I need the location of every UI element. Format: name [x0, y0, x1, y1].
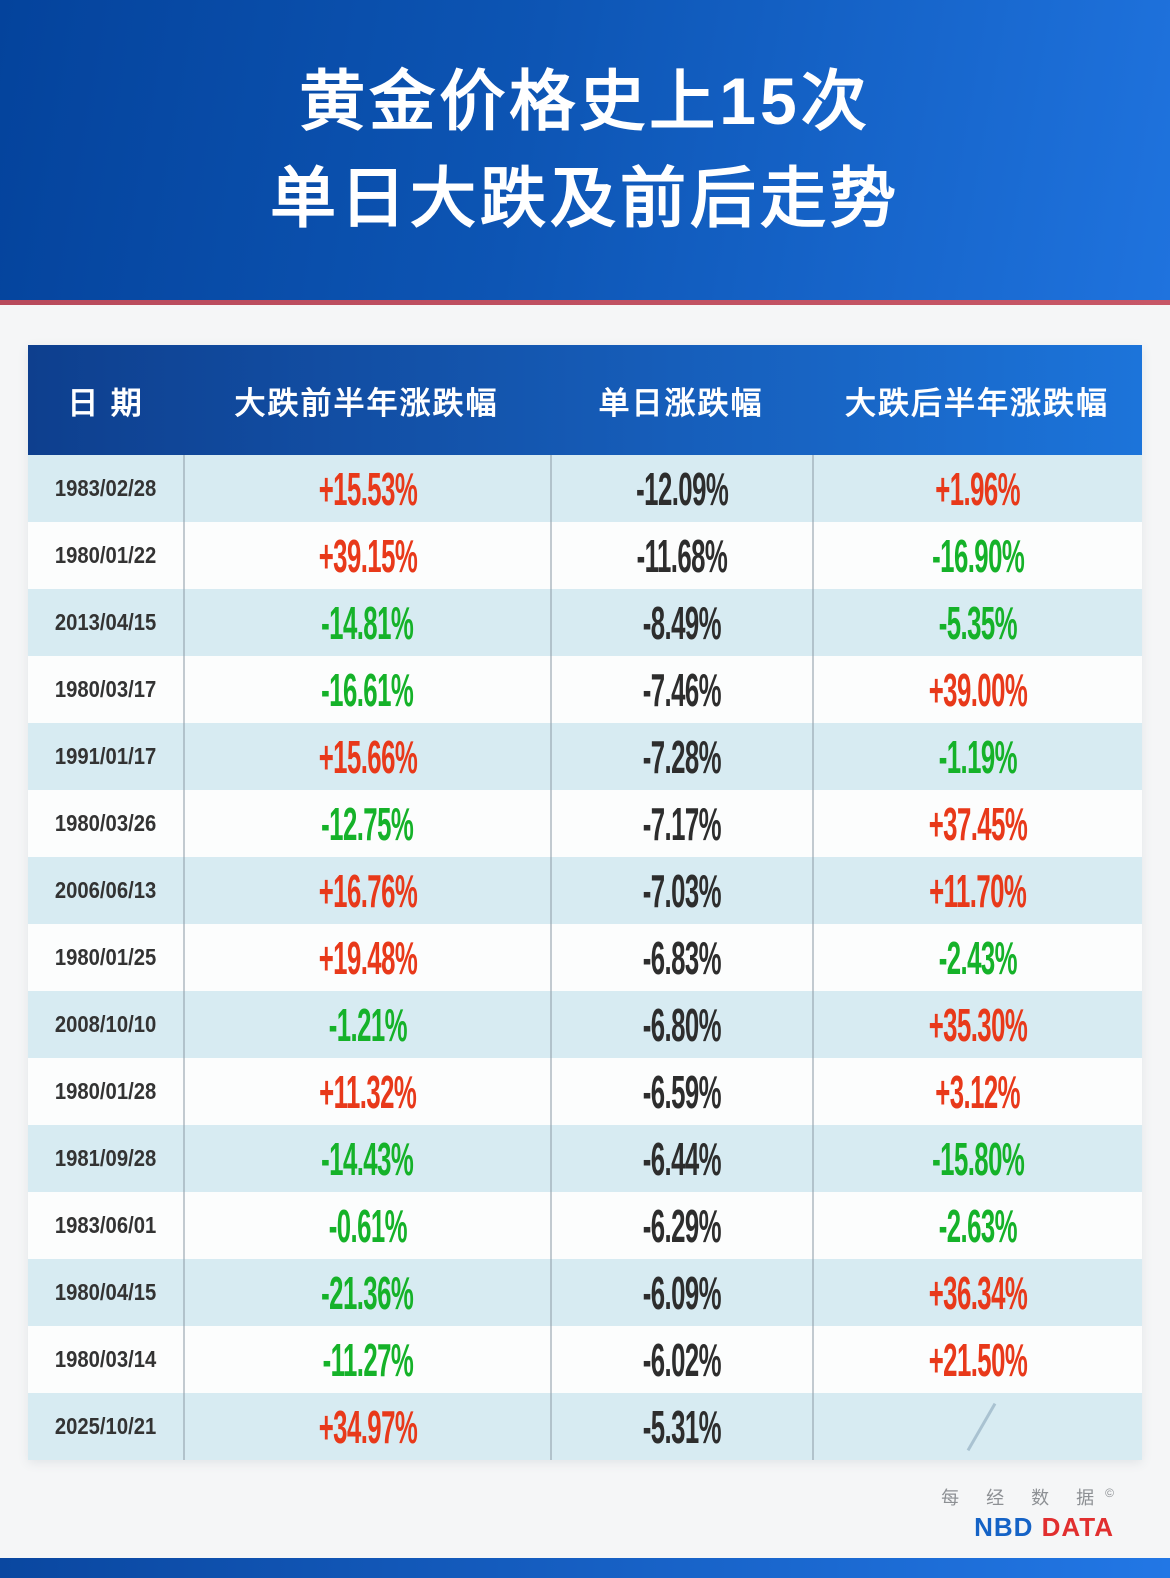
table-row: 1980/01/28 +11.32% -6.59% +3.12%: [28, 1058, 1142, 1125]
date-cell: 2025/10/21: [54, 1413, 157, 1439]
pre-change-cell: -16.61%: [321, 663, 414, 716]
pre-change-cell: -14.81%: [321, 596, 414, 649]
day-change-cell: -7.28%: [642, 730, 722, 783]
pre-change-cell: +39.15%: [318, 529, 417, 582]
table-row: 2006/06/13 +16.76% -7.03% +11.70%: [28, 857, 1142, 924]
day-change-cell: -6.83%: [642, 931, 722, 984]
table-row: 1980/01/25 +19.48% -6.83% -2.43%: [28, 924, 1142, 991]
post-change-cell: -1.19%: [938, 730, 1018, 783]
brand-chinese-line: 每 经 数 据©: [941, 1484, 1114, 1510]
day-change-cell: -6.29%: [642, 1199, 722, 1252]
table-row: 1983/02/28 +15.53% -12.09% +1.96%: [28, 455, 1142, 522]
header-post-half-year: 大跌后半年涨跌幅: [845, 385, 1109, 421]
table-row: 1981/09/28 -14.43% -6.44% -15.80%: [28, 1125, 1142, 1192]
brand-chinese-text: 每 经 数 据: [941, 1488, 1106, 1508]
header-date: 日 期: [67, 385, 144, 421]
title-banner: 黄金价格史上15次 单日大跌及前后走势: [0, 0, 1170, 300]
brand-data-text: DATA: [1041, 1512, 1114, 1542]
day-change-cell: -12.09%: [635, 462, 729, 515]
pre-change-cell: -1.21%: [328, 998, 407, 1051]
day-change-cell: -6.80%: [642, 998, 722, 1051]
date-cell: 1980/01/25: [54, 944, 157, 970]
table-row: 1980/01/22 +39.15% -11.68% -16.90%: [28, 522, 1142, 589]
page-title-line2: 单日大跌及前后走势: [270, 161, 900, 235]
copyright-mark: ©: [1105, 1486, 1114, 1500]
day-change-cell: -6.02%: [642, 1333, 722, 1386]
date-cell: 1980/03/17: [54, 676, 157, 702]
post-change-cell: +37.45%: [928, 797, 1028, 850]
pre-change-cell: +11.32%: [318, 1065, 417, 1118]
pre-change-cell: -21.36%: [321, 1266, 414, 1319]
brand-english-line: NBD DATA: [941, 1512, 1114, 1543]
table-row: 1980/03/14 -11.27% -6.02% +21.50%: [28, 1326, 1142, 1393]
table-row: 2025/10/21 +34.97% -5.31%: [28, 1393, 1142, 1460]
table-row: 1991/01/17 +15.66% -7.28% -1.19%: [28, 723, 1142, 790]
pre-change-cell: +15.66%: [318, 730, 417, 783]
day-change-cell: -7.17%: [642, 797, 722, 850]
page-title-line1: 黄金价格史上15次: [299, 63, 871, 138]
table-row: 1983/06/01 -0.61% -6.29% -2.63%: [28, 1192, 1142, 1259]
no-data-slash: [966, 1402, 996, 1451]
table-row: 1980/04/15 -21.36% -6.09% +36.34%: [28, 1259, 1142, 1326]
post-change-cell: -2.63%: [938, 1199, 1018, 1252]
day-change-cell: -8.49%: [642, 596, 722, 649]
pre-change-cell: +19.48%: [318, 931, 417, 984]
date-cell: 2013/04/15: [54, 609, 157, 635]
post-change-cell: -15.80%: [931, 1132, 1025, 1185]
brand-nbd-text: NBD: [974, 1512, 1034, 1542]
date-cell: 1991/01/17: [54, 743, 157, 769]
post-change-cell: +21.50%: [928, 1333, 1028, 1386]
pre-change-cell: -14.43%: [321, 1132, 414, 1185]
date-cell: 2008/10/10: [54, 1011, 157, 1037]
pre-change-cell: +15.53%: [318, 462, 417, 515]
pre-change-cell: -12.75%: [321, 797, 414, 850]
date-cell: 1980/01/28: [54, 1078, 157, 1104]
day-change-cell: -6.44%: [642, 1132, 722, 1185]
gold-crash-table: 日 期 大跌前半年涨跌幅 单日涨跌幅 大跌后半年涨跌幅 1983/02/28 +…: [28, 345, 1142, 1460]
post-change-cell: +39.00%: [928, 663, 1028, 716]
day-change-cell: -7.46%: [642, 663, 722, 716]
bottom-blue-bar: [0, 1558, 1170, 1578]
table-row: 2008/10/10 -1.21% -6.80% +35.30%: [28, 991, 1142, 1058]
header-pre-half-year: 大跌前半年涨跌幅: [234, 385, 499, 421]
table-row: 1980/03/26 -12.75% -7.17% +37.45%: [28, 790, 1142, 857]
date-cell: 1983/02/28: [54, 475, 157, 501]
table-body: 1983/02/28 +15.53% -12.09% +1.96% 1980/0…: [28, 455, 1142, 1460]
nbd-data-logo: 每 经 数 据© NBD DATA: [941, 1484, 1114, 1543]
post-change-cell: +35.30%: [928, 998, 1028, 1051]
pre-change-cell: -0.61%: [328, 1199, 407, 1252]
date-cell: 1980/03/26: [54, 810, 157, 836]
header-single-day: 单日涨跌幅: [598, 385, 764, 421]
post-change-cell: -2.43%: [938, 931, 1018, 984]
post-change-cell: +36.34%: [928, 1266, 1028, 1319]
date-cell: 1981/09/28: [54, 1145, 157, 1171]
table-row: 1980/03/17 -16.61% -7.46% +39.00%: [28, 656, 1142, 723]
table-row: 2013/04/15 -14.81% -8.49% -5.35%: [28, 589, 1142, 656]
date-cell: 1980/01/22: [54, 542, 157, 568]
post-change-cell: +1.96%: [935, 462, 1021, 515]
date-cell: 2006/06/13: [54, 877, 157, 903]
post-change-cell: -5.35%: [938, 596, 1018, 649]
pre-change-cell: +34.97%: [318, 1400, 417, 1453]
day-change-cell: -7.03%: [642, 864, 722, 917]
pre-change-cell: -11.27%: [322, 1333, 413, 1386]
post-change-cell: -16.90%: [931, 529, 1025, 582]
red-divider: [0, 300, 1170, 305]
day-change-cell: -11.68%: [636, 529, 728, 582]
day-change-cell: -6.59%: [642, 1065, 722, 1118]
date-cell: 1980/04/15: [54, 1279, 157, 1305]
post-change-cell: +11.70%: [929, 864, 1027, 917]
pre-change-cell: +16.76%: [318, 864, 417, 917]
table-header-row: 日 期 大跌前半年涨跌幅 单日涨跌幅 大跌后半年涨跌幅: [28, 345, 1142, 455]
date-cell: 1983/06/01: [54, 1212, 157, 1238]
day-change-cell: -5.31%: [642, 1400, 722, 1453]
date-cell: 1980/03/14: [54, 1346, 157, 1372]
day-change-cell: -6.09%: [642, 1266, 722, 1319]
post-change-cell: +3.12%: [935, 1065, 1021, 1118]
